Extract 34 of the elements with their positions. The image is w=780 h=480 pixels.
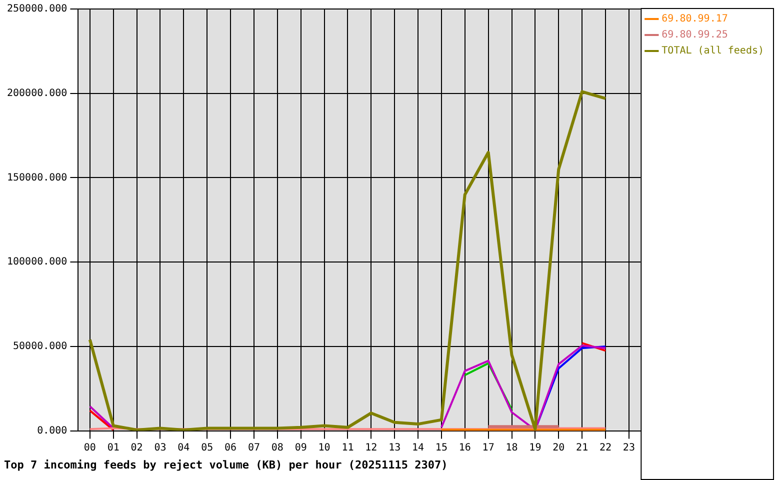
x-tick-label: 06 [224,442,237,454]
x-tick-label: 13 [388,442,401,454]
x-tick-label: 19 [529,442,542,454]
x-tick-label: 23 [622,442,635,454]
legend-label: TOTAL (all feeds) [662,46,764,57]
y-tick-label: 100000.000 [6,256,68,268]
x-tick-label: 07 [248,442,260,454]
x-tick-label: 09 [294,442,307,454]
legend-label: 69.80.99.25 [662,30,728,41]
x-tick-label: 17 [482,442,494,454]
x-tick-label: 08 [271,442,284,454]
x-tick-label: 14 [412,442,424,454]
x-tick-label: 03 [154,442,166,454]
y-tick-label: 250000.000 [6,4,68,15]
y-tick-label: 200000.000 [6,88,68,99]
x-tick-label: 04 [178,442,190,454]
legend-label: 69.80.99.17 [662,14,728,25]
x-tick-label: 01 [107,442,120,454]
x-tick-label: 00 [84,442,96,454]
x-tick-label: 21 [576,442,588,454]
x-tick-label: 12 [365,442,378,454]
y-tick-label: 0.000 [37,425,68,436]
text: Top 7 incoming feeds by reject volume (KB) per hour (20251115 2307) [4,458,448,472]
x-tick-label: 20 [552,442,565,454]
x-tick-label: 18 [506,442,518,454]
x-tick-label: 22 [599,442,612,454]
x-tick-label: 02 [130,442,143,454]
x-tick-label: 10 [318,442,330,454]
x-tick-label: 11 [342,442,354,454]
x-tick-label: 15 [435,442,448,454]
x-tick-label: 05 [201,442,214,454]
y-tick-label: 150000.000 [6,172,68,184]
x-tick-label: 16 [458,442,471,454]
y-tick-label: 50000.000 [13,341,68,352]
